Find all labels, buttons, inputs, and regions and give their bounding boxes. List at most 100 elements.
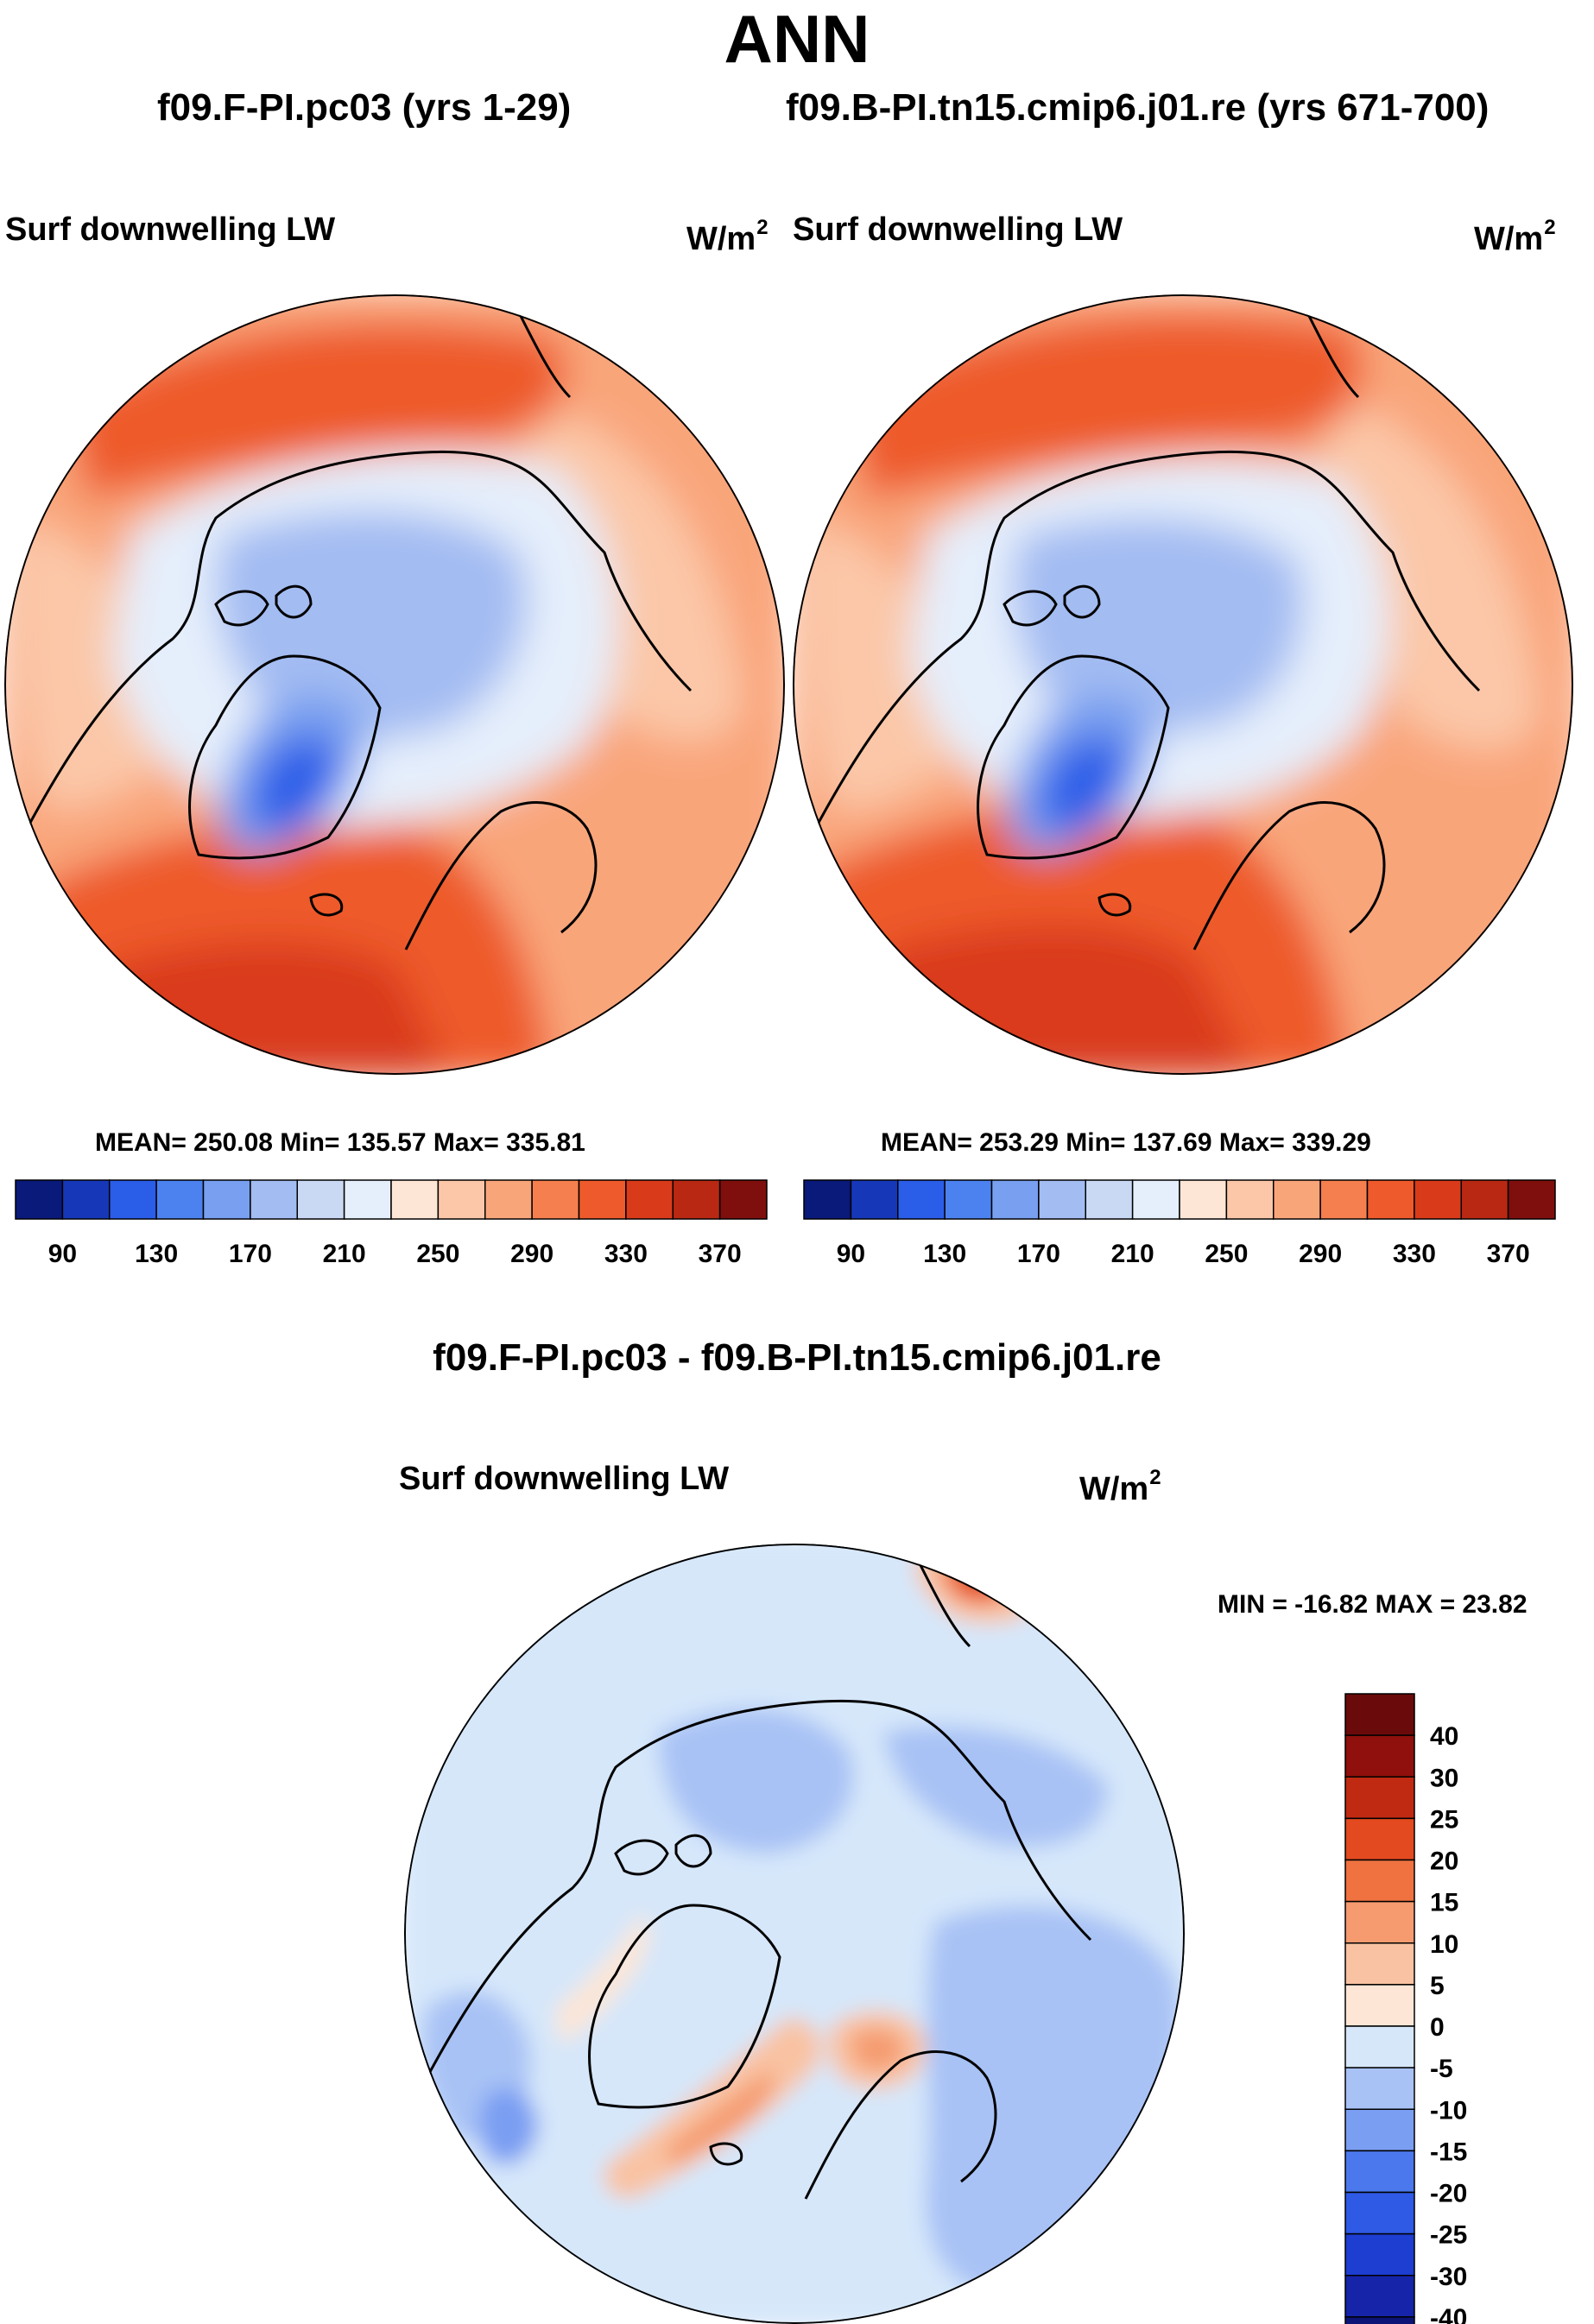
map-panel-diff-border: [404, 1544, 1185, 2324]
field-canada-mid: [14, 518, 190, 812]
field-diff-neg-east: [925, 1905, 1180, 2293]
page-title: ANN: [724, 1, 870, 77]
colorbar-swatch: [897, 1179, 946, 1220]
panel-2-title: f09.B-PI.tn15.cmip6.j01.re (yrs 671-700): [786, 86, 1490, 129]
colorbar-swatch: [1344, 1859, 1415, 1903]
map-panel-2-field: [793, 294, 1573, 1075]
coast-north-america: [400, 1701, 918, 2130]
field-eurasia-mid: [1315, 406, 1540, 749]
colorbar-tick-label: 330: [1393, 1240, 1436, 1268]
diff-stats: MIN = -16.82 MAX = 23.82: [1218, 1590, 1528, 1619]
colorbar-swatch: [990, 1179, 1040, 1220]
colorbar-swatch: [1344, 1900, 1415, 1944]
coast-siberia: [918, 1715, 1091, 1940]
colorbar-swatch: [1507, 1179, 1556, 1220]
colorbar-swatch: [61, 1179, 111, 1220]
colorbar-swatch: [1344, 1734, 1415, 1778]
colorbar-tick-label: 0: [1430, 2013, 1445, 2042]
colorbar-tick-label: 40: [1430, 1722, 1458, 1751]
colorbar-tick-label: 130: [135, 1240, 178, 1268]
colorbar-tick-label: 370: [699, 1240, 742, 1268]
colorbar-swatch: [531, 1179, 580, 1220]
colorbar-swatch: [1344, 2025, 1415, 2068]
field-pacific-warm: [849, 313, 1363, 501]
colorbar-swatch: [1460, 1179, 1509, 1220]
field-diff-neg-ne: [883, 1726, 1108, 1847]
field-diff-pos-lower: [604, 2018, 822, 2199]
colorbar-swatch: [296, 1179, 345, 1220]
colorbar-panel-2: 90 130 170 210 250 290 330 370: [803, 1179, 1556, 1268]
colorbar-swatch: [1085, 1179, 1134, 1220]
coast-iceland: [311, 894, 342, 915]
map-panel-1-field: [4, 294, 785, 1075]
map-panel-diff-field: [404, 1544, 1185, 2324]
colorbar-swatch: [944, 1179, 993, 1220]
colorbar-tick-label: 290: [1299, 1240, 1342, 1268]
colorbar-tick-label: 30: [1430, 1764, 1458, 1792]
coast-alaska: [1306, 311, 1358, 397]
colorbar-swatch: [484, 1179, 533, 1220]
panel-2-units: W/m2: [1474, 216, 1556, 257]
coast-iceland: [1099, 894, 1130, 915]
colorbar-swatch: [625, 1179, 674, 1220]
colorbar-swatch: [343, 1179, 392, 1220]
map-panel-diff: [400, 1544, 1185, 2324]
colorbar-swatch: [1344, 2191, 1415, 2235]
colorbar-tick-label: -40: [1430, 2304, 1467, 2324]
colorbar-diff: 40 30 25 20 15 10 5 0 -5 -10 -15 -20 -25 -30 -40: [1344, 1693, 1467, 2324]
colorbar-swatch: [803, 1179, 852, 1220]
map-panel-2: [793, 294, 1573, 1075]
colorbar-tick-label: 20: [1430, 1847, 1458, 1876]
coast-siberia: [1306, 466, 1479, 691]
field-diff-pos-east-core: [851, 2028, 905, 2071]
field-diff-neg-central: [659, 1708, 854, 1854]
colorbar-swatch: [718, 1179, 768, 1220]
colorbar-tick-label: 370: [1487, 1240, 1530, 1268]
coast-siberia: [518, 466, 691, 691]
colorbar-swatch: [1344, 1817, 1415, 1861]
colorbar-swatch: [1344, 2067, 1415, 2110]
colorbar-swatch: [1344, 2316, 1415, 2324]
colorbar-swatch: [1344, 1693, 1415, 1736]
diff-units: W/m2: [1079, 1466, 1161, 1507]
coast-greenland: [978, 656, 1168, 858]
coast-alaska: [918, 1560, 970, 1646]
colorbar-swatch: [1344, 1942, 1415, 1986]
colorbar-panel-1: 90 130 170 210 250 290 330 370: [15, 1179, 768, 1268]
field-arctic-blue: [216, 511, 528, 740]
colorbar-swatch: [1344, 2150, 1415, 2194]
colorbar-swatch: [1179, 1179, 1228, 1220]
coast-europe: [1194, 803, 1384, 950]
colorbar-swatch: [1319, 1179, 1369, 1220]
colorbar-swatch: [1344, 2108, 1415, 2152]
colorbar-swatch: [202, 1179, 251, 1220]
coast-europe: [406, 803, 596, 950]
panel-2-variable: Surf downwelling LW: [793, 212, 1123, 248]
panel-2-stats: MEAN= 253.29 Min= 137.69 Max= 339.29: [881, 1128, 1371, 1157]
colorbar-tick-label: 330: [604, 1240, 648, 1268]
colorbar-swatch: [109, 1179, 157, 1220]
colorbar-swatch: [15, 1179, 64, 1220]
colorbar-tick-label: 210: [1111, 1240, 1154, 1268]
colorbar-tick-label: -5: [1430, 2055, 1453, 2083]
colorbar-tick-label: 90: [48, 1240, 77, 1268]
colorbar-swatch: [250, 1179, 298, 1220]
panel-1-stats: MEAN= 250.08 Min= 135.57 Max= 335.81: [95, 1128, 585, 1157]
colorbar-tick-label: 15: [1430, 1889, 1458, 1917]
map-panel-1-coastlines: [0, 311, 691, 950]
colorbar-tick-label: 290: [510, 1240, 553, 1268]
colorbar-tick-label: -25: [1430, 2221, 1467, 2250]
coast-arctic-archipelago: [216, 586, 311, 625]
diff-title: f09.F-PI.pc03 - f09.B-PI.tn15.cmip6.j01.…: [433, 1336, 1161, 1379]
panel-1-title: f09.F-PI.pc03 (yrs 1-29): [157, 86, 572, 129]
panel-1-variable: Surf downwelling LW: [5, 212, 336, 248]
colorbar-swatch: [1344, 1776, 1415, 1820]
colorbar-tick-label: 90: [837, 1240, 865, 1268]
colorbar-tick-label: 170: [229, 1240, 272, 1268]
coast-greenland: [590, 1905, 780, 2107]
map-panel-diff-coastlines: [400, 1560, 1091, 2199]
map-panel-1-border: [4, 294, 785, 1075]
colorbar-tick-label: -20: [1430, 2180, 1467, 2208]
coast-greenland: [190, 656, 380, 858]
